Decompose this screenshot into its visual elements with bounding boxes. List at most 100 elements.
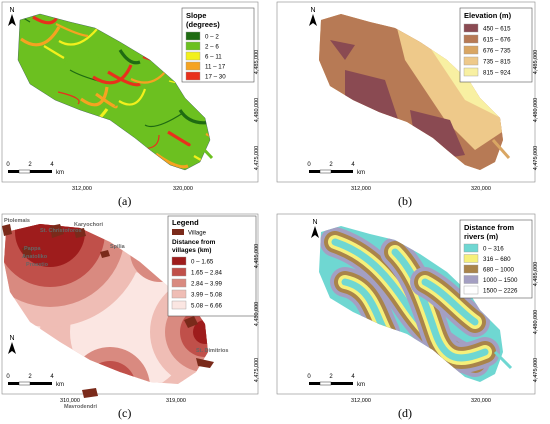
river-buffer-band — [391, 248, 489, 362]
scale-label-0: 0 — [307, 162, 311, 168]
slope-stripe — [31, 67, 65, 82]
panel-elevation-map: N Elevation (m) 450 – 615 615 – 676 676 – … — [275, 0, 550, 212]
y-tick-1: 4,485,000 — [254, 50, 260, 74]
north-label: N — [9, 7, 14, 14]
slope-stripe — [43, 45, 65, 59]
legend-swatch — [185, 51, 201, 61]
legend-title-line1: Distance from — [464, 223, 514, 232]
scale-label-0: 0 — [6, 374, 10, 380]
study-area-outline — [17, 13, 211, 171]
legend-title-line2: (degrees) — [186, 20, 220, 29]
slope-stripe — [80, 86, 109, 107]
legend-swatch — [463, 56, 479, 66]
village-label-st-dimitrios: St. Dimitrios — [196, 348, 228, 354]
panel-river-distance-map: N Distance from rivers (m) 0 – 316 316 – … — [275, 212, 550, 424]
distance-title-line2: villages (km) — [172, 247, 211, 254]
slope-stripe — [46, 50, 74, 68]
village-polygons — [2, 224, 214, 398]
slope-stripe — [193, 155, 210, 170]
legend-swatch — [463, 254, 479, 263]
legend-swatch — [171, 300, 187, 310]
scale-bar: 0 2 4 km — [307, 162, 365, 176]
legend-swatch — [185, 41, 201, 51]
scale-label-2: 2 — [329, 162, 333, 168]
village-label-mavrodendri: Mavrodendri — [64, 404, 97, 410]
legend-label: 11 – 17 — [205, 64, 226, 71]
legend-title: Legend — [172, 218, 199, 227]
north-arrow: N — [8, 335, 16, 354]
slope-map-figure: N Slope (degrees) 0 – 2 2 – 6 6 – 11 11 – 1… — [1, 1, 260, 192]
river-tail — [493, 350, 513, 370]
slope-stripe — [32, 14, 61, 25]
legend-label: 5.08 – 6.66 — [191, 303, 223, 310]
y-tick-1: 4,485,000 — [533, 50, 539, 74]
village-label-ptolemais: Ptolemais — [4, 218, 30, 224]
legend-label: 450 – 615 — [483, 26, 511, 33]
legend-swatch — [171, 267, 187, 277]
north-arrow: N — [311, 219, 319, 238]
scale-unit: km — [357, 170, 365, 176]
legend-swatch — [185, 61, 201, 71]
legend-label-village: Village — [188, 231, 207, 237]
slope-stripe — [20, 26, 61, 47]
legend-label: 1500 – 2226 — [483, 288, 518, 295]
y-tick-2: 4,480,000 — [533, 98, 539, 122]
x-tick-1: 312,000 — [72, 186, 92, 192]
river-distance-map-figure: N Distance from rivers (m) 0 – 316 316 – … — [276, 213, 539, 404]
slope-stripe — [156, 90, 184, 106]
legend-swatch — [171, 289, 187, 299]
caption-a: (a) — [118, 194, 132, 208]
y-tick-2: 4,480,000 — [254, 98, 260, 122]
y-tick-2: 4,480,000 — [254, 302, 260, 326]
distance-title-line1: Distance from — [172, 239, 216, 246]
legend-swatch — [463, 275, 479, 284]
slope-stripe — [118, 49, 141, 65]
scale-label-2: 2 — [329, 374, 333, 380]
slope-stripe — [57, 91, 80, 105]
north-label: N — [312, 219, 317, 226]
village-label-karyochori: Karyochori — [74, 222, 104, 228]
legend-swatch — [463, 243, 479, 253]
legend-title-line2: rivers (m) — [464, 232, 499, 241]
y-tick-3: 4,475,000 — [254, 146, 260, 170]
slope-stripe — [144, 112, 184, 128]
legend-label: 0 – 2 — [205, 34, 219, 41]
elevation-tail — [491, 139, 511, 159]
river-legend: Distance from rivers (m) 0 – 316 316 – 68… — [459, 219, 533, 299]
y-tick-2: 4,480,000 — [533, 310, 539, 334]
caption-b: (b) — [398, 194, 412, 208]
scale-label-4: 4 — [50, 162, 54, 168]
legend-swatch — [171, 256, 187, 266]
scale-bar: 0 2 4 km — [6, 162, 64, 176]
legend-label: 17 – 30 — [205, 74, 226, 81]
legend-label: 615 – 676 — [483, 37, 511, 44]
legend-swatch — [463, 264, 479, 274]
legend-label: 676 – 735 — [483, 48, 511, 55]
slope-stripe — [81, 47, 103, 61]
slope-stripe — [107, 70, 141, 87]
y-tick-3: 4,475,000 — [533, 358, 539, 382]
north-arrow: N — [8, 7, 16, 26]
y-tick-1: 4,485,000 — [254, 244, 260, 268]
legend-label: 2 – 6 — [205, 44, 219, 51]
x-tick-2: 320,000 — [173, 186, 193, 192]
scale-label-4: 4 — [351, 374, 355, 380]
x-tick-1: 312,000 — [351, 398, 371, 404]
village-label-anatoliko: Anatoliko — [22, 254, 48, 260]
legend-swatch — [463, 67, 479, 77]
legend-swatch-village — [172, 229, 184, 235]
scale-unit: km — [56, 170, 64, 176]
village-legend: Legend Village Distance from villages (k… — [167, 215, 257, 317]
panel-slope-map: N Slope (degrees) 0 – 2 2 – 6 6 – 11 11 – 1… — [0, 0, 270, 212]
slope-stripe — [58, 28, 98, 46]
scale-bar: 0 2 4 km — [6, 374, 64, 388]
y-tick-3: 4,475,000 — [533, 146, 539, 170]
legend-swatch — [463, 23, 479, 33]
slope-tail — [193, 138, 214, 160]
legend-label: 2.84 – 3.99 — [191, 281, 223, 288]
village-label-spilia: Spilia — [110, 244, 126, 250]
scale-label-2: 2 — [28, 162, 32, 168]
legend-label: 680 – 1000 — [483, 267, 515, 274]
x-tick-2: 320,000 — [471, 186, 491, 192]
slope-legend: Slope (degrees) 0 – 2 2 – 6 6 – 11 11 – 17 1… — [181, 7, 255, 83]
